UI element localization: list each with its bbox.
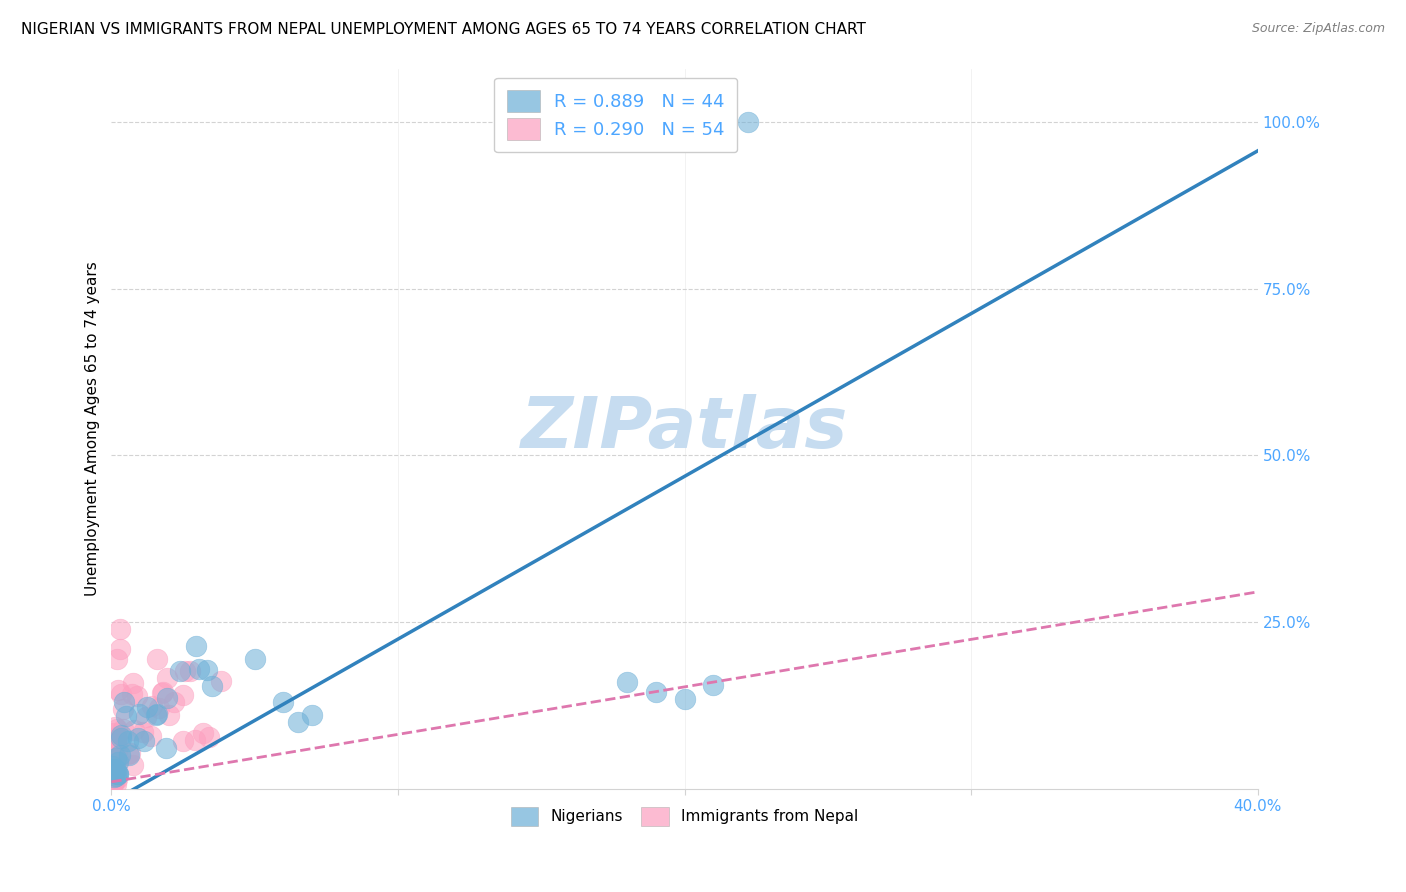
Point xyxy=(146,652,169,666)
Point xyxy=(107,682,129,697)
Point xyxy=(163,695,186,709)
Point xyxy=(110,687,132,701)
Point xyxy=(134,710,156,724)
Point xyxy=(121,687,143,701)
Point xyxy=(104,755,127,769)
Point xyxy=(100,765,122,780)
Point xyxy=(105,777,128,791)
Point xyxy=(118,748,141,763)
Point xyxy=(287,714,309,729)
Point xyxy=(103,725,125,739)
Point xyxy=(104,765,127,780)
Point xyxy=(172,688,194,702)
Point xyxy=(117,747,139,761)
Point xyxy=(184,732,207,747)
Point xyxy=(173,664,195,678)
Point xyxy=(150,686,173,700)
Point xyxy=(104,736,127,750)
Point xyxy=(108,641,131,656)
Point xyxy=(156,690,179,705)
Point xyxy=(110,731,132,745)
Point xyxy=(195,663,218,677)
Point xyxy=(104,720,127,734)
Point xyxy=(104,769,127,783)
Point xyxy=(209,673,232,688)
Point xyxy=(139,730,162,744)
Point xyxy=(101,777,124,791)
Point xyxy=(616,674,638,689)
Point xyxy=(157,708,180,723)
Point xyxy=(108,622,131,636)
Point xyxy=(105,772,128,787)
Point xyxy=(197,730,219,744)
Point xyxy=(737,115,759,129)
Point xyxy=(101,762,124,776)
Point xyxy=(193,726,215,740)
Point xyxy=(141,699,163,714)
Point xyxy=(105,723,128,737)
Point xyxy=(145,708,167,723)
Point xyxy=(301,708,323,723)
Point xyxy=(152,685,174,699)
Point xyxy=(117,734,139,748)
Point xyxy=(107,734,129,748)
Point xyxy=(179,664,201,678)
Point xyxy=(105,756,128,770)
Point xyxy=(702,678,724,692)
Point xyxy=(112,695,135,709)
Point xyxy=(103,775,125,789)
Point xyxy=(122,758,145,772)
Point xyxy=(673,691,696,706)
Point xyxy=(118,746,141,760)
Point xyxy=(105,745,128,759)
Point xyxy=(155,741,177,756)
Point xyxy=(124,723,146,737)
Point xyxy=(273,695,295,709)
Text: Source: ZipAtlas.com: Source: ZipAtlas.com xyxy=(1251,22,1385,36)
Point xyxy=(104,764,127,778)
Point xyxy=(169,665,191,679)
Point xyxy=(132,725,155,739)
Point xyxy=(148,700,170,714)
Point xyxy=(103,769,125,783)
Legend: Nigerians, Immigrants from Nepal: Nigerians, Immigrants from Nepal xyxy=(502,798,868,835)
Point xyxy=(135,699,157,714)
Point xyxy=(156,671,179,685)
Point xyxy=(104,772,127,786)
Point xyxy=(105,736,128,750)
Point xyxy=(101,743,124,757)
Point xyxy=(105,767,128,781)
Point xyxy=(645,685,668,699)
Point xyxy=(201,679,224,693)
Point xyxy=(101,772,124,786)
Point xyxy=(112,702,135,716)
Point xyxy=(107,767,129,781)
Point xyxy=(184,639,207,653)
Point xyxy=(107,766,129,780)
Point xyxy=(122,676,145,690)
Point xyxy=(108,747,131,762)
Text: NIGERIAN VS IMMIGRANTS FROM NEPAL UNEMPLOYMENT AMONG AGES 65 TO 74 YEARS CORRELA: NIGERIAN VS IMMIGRANTS FROM NEPAL UNEMPL… xyxy=(21,22,866,37)
Point xyxy=(187,662,209,676)
Point xyxy=(172,734,194,748)
Point xyxy=(125,689,148,703)
Point xyxy=(114,708,136,723)
Point xyxy=(111,722,134,736)
Point xyxy=(132,734,155,748)
Text: ZIPatlas: ZIPatlas xyxy=(522,394,848,463)
Point xyxy=(103,771,125,785)
Point xyxy=(101,758,124,772)
Point xyxy=(105,751,128,765)
Point xyxy=(107,756,129,770)
Y-axis label: Unemployment Among Ages 65 to 74 years: Unemployment Among Ages 65 to 74 years xyxy=(86,261,100,596)
Point xyxy=(128,707,150,722)
Point xyxy=(105,651,128,665)
Point xyxy=(146,707,169,722)
Point xyxy=(100,744,122,758)
Point xyxy=(110,728,132,742)
Point xyxy=(243,651,266,665)
Point xyxy=(104,763,127,777)
Point xyxy=(127,731,149,746)
Point xyxy=(104,730,127,744)
